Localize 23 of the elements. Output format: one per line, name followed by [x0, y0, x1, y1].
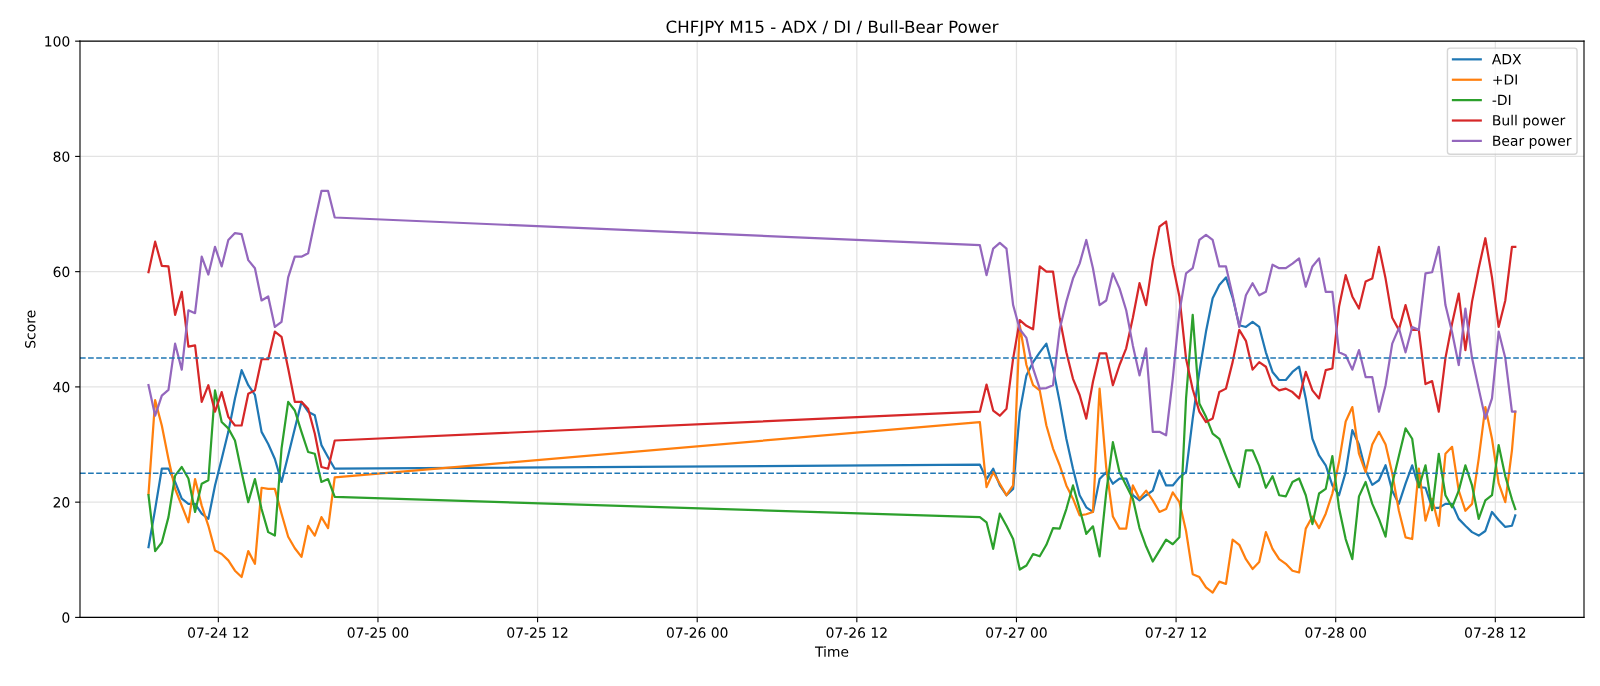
legend-label: +DI: [1493, 74, 1517, 85]
x-tick-label: 07-26 12: [826, 627, 887, 638]
x-tick-label: 07-25 12: [507, 627, 568, 638]
chart-title: CHFJPY M15 - ADX / DI / Bull-Bear Power: [666, 20, 999, 37]
y-tick-label: 100: [45, 36, 70, 47]
y-axis-title: Score: [25, 310, 36, 348]
y-tick-label: 0: [62, 612, 70, 623]
x-tick-label: 07-28 00: [1305, 627, 1366, 638]
x-tick-label: 07-25 00: [347, 627, 409, 638]
x-axis-title: Time: [814, 646, 849, 657]
legend-label: Bear power: [1493, 135, 1572, 149]
y-tick-label: 40: [53, 381, 70, 393]
x-tick-label: 07-24 12: [188, 627, 249, 638]
legend-label: Bull power: [1493, 114, 1566, 129]
x-tick-label: 07-26 00: [666, 627, 728, 638]
y-tick-label: 60: [53, 266, 70, 278]
x-tick-label: 07-28 12: [1465, 627, 1526, 638]
legend-label: ADX: [1491, 54, 1522, 65]
y-tick-label: 20: [53, 497, 70, 508]
x-tick-label: 07-27 12: [1145, 627, 1206, 638]
y-tick-label: 80: [53, 151, 70, 162]
legend-label: -DI: [1492, 94, 1511, 105]
x-tick-label: 07-27 00: [986, 627, 1047, 638]
